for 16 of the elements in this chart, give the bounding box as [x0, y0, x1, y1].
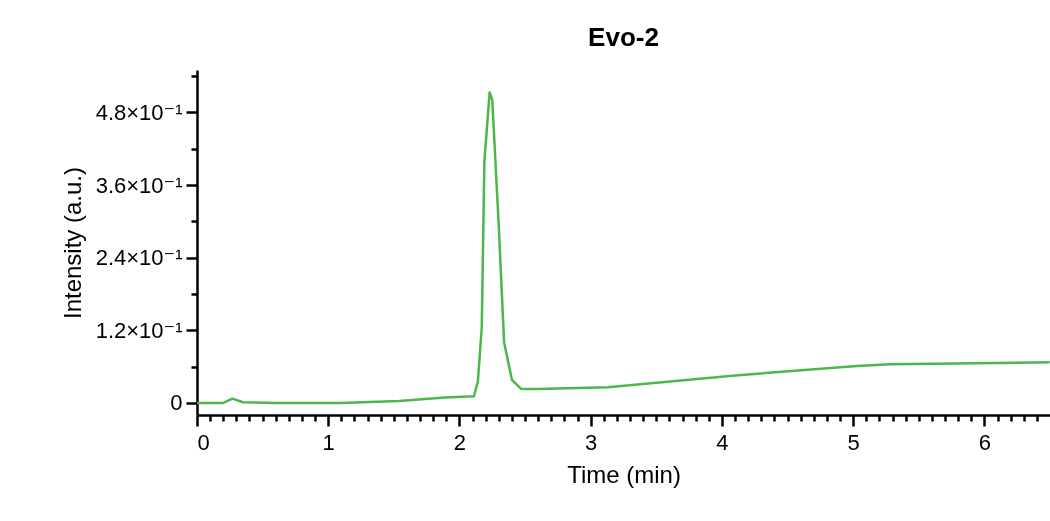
y-tick-label: 2.4×10⁻¹: [95, 245, 183, 271]
chart-title: Evo-2: [588, 22, 659, 53]
x-tick-label: 5: [847, 429, 860, 455]
x-tick-label: 6: [978, 429, 992, 455]
y-axis-title: Intensity (a.u.): [58, 166, 86, 320]
x-tick-label: 0: [197, 429, 210, 455]
x-tick-label: 1: [322, 429, 335, 455]
x-tick-label: 3: [585, 429, 598, 455]
x-tick-label: 2: [453, 429, 467, 455]
x-axis-title: Time (min): [567, 460, 681, 488]
y-tick-label: 0: [170, 390, 183, 416]
x-tick-label: 4: [716, 429, 729, 455]
y-tick-label: 1.2×10⁻¹: [95, 317, 183, 343]
line-series: [197, 91, 1050, 405]
y-tick-label: 3.6×10⁻¹: [95, 172, 183, 198]
y-tick-label: 4.8×10⁻¹: [95, 99, 183, 125]
